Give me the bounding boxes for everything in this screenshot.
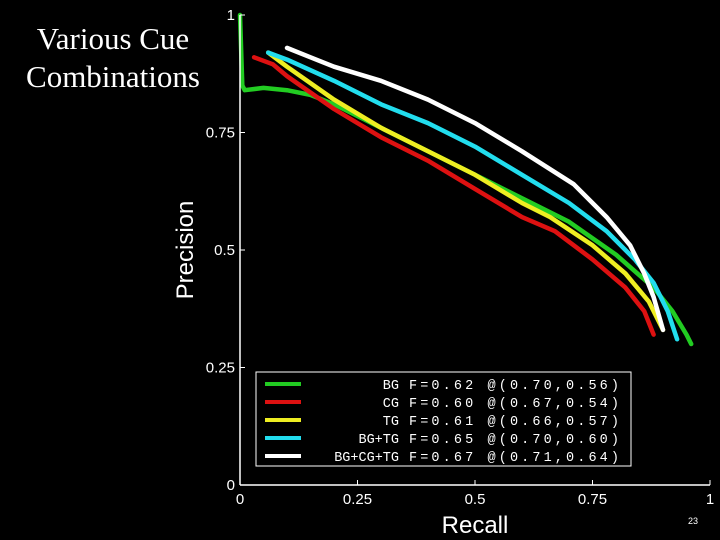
legend-stats: F=0.65 @(0.70,0.60) — [409, 433, 619, 448]
legend-stats: F=0.62 @(0.70,0.56) — [409, 379, 619, 394]
curve-tg — [265, 50, 666, 333]
y-tick-label: 0.25 — [206, 360, 235, 377]
slide-title-line-2: Combinations — [26, 59, 200, 94]
ticks-group: 0 0.25 0.5 0.75 1 0 0.25 0.5 0.75 1 — [206, 7, 714, 508]
x-tick-label: 0.75 — [578, 491, 607, 508]
y-tick-label: 0.75 — [206, 125, 235, 142]
x-axis-label: Recall — [442, 512, 509, 539]
legend-label: BG+CG+TG — [334, 451, 399, 466]
legend-label: TG — [383, 415, 399, 430]
curve-cg — [251, 55, 656, 337]
x-tick-label: 0.5 — [465, 491, 486, 508]
y-tick-label: 1 — [227, 7, 235, 24]
curve-bg-tg — [265, 50, 680, 342]
curves-group — [237, 12, 694, 347]
page-number: 23 — [687, 516, 698, 526]
x-tick-label: 1 — [706, 491, 714, 508]
legend-box — [255, 371, 632, 467]
curve-bg-cg-tg — [284, 45, 666, 333]
y-axis-label: Precision — [172, 201, 199, 300]
x-tick-label: 0 — [236, 491, 244, 508]
y-tick-label: 0.5 — [214, 242, 235, 259]
x-tick-label: 0.25 — [343, 491, 372, 508]
legend-label: BG — [383, 379, 399, 394]
legend-label: BG+TG — [358, 433, 399, 448]
legend-stats: F=0.61 @(0.66,0.57) — [409, 415, 619, 430]
legend-label: CG — [383, 397, 399, 412]
legend-stats: F=0.60 @(0.67,0.54) — [409, 397, 619, 412]
slide-title: Various Cue Combinations — [6, 20, 220, 96]
y-tick-label: 0 — [227, 477, 235, 494]
slide-title-line-1: Various Cue — [36, 21, 190, 56]
legend-stats: F=0.67 @(0.71,0.64) — [409, 451, 619, 466]
legend: BG F=0.62 @(0.70,0.56) CG F=0.60 @(0.67,0.5… — [255, 371, 632, 467]
